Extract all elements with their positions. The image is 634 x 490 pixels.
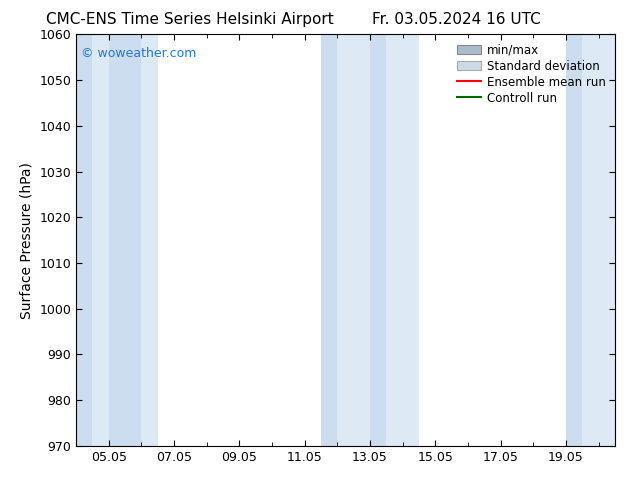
Bar [321,34,337,446]
Bar [93,34,109,446]
Legend: min/max, Standard deviation, Ensemble mean run, Controll run: min/max, Standard deviation, Ensemble me… [453,40,609,108]
Bar [370,34,386,446]
Text: Fr. 03.05.2024 16 UTC: Fr. 03.05.2024 16 UTC [372,12,541,27]
Y-axis label: Surface Pressure (hPa): Surface Pressure (hPa) [20,162,34,318]
Bar [337,34,370,446]
Bar [76,34,93,446]
Text: CMC-ENS Time Series Helsinki Airport: CMC-ENS Time Series Helsinki Airport [46,12,334,27]
Bar [582,34,615,446]
Bar [141,34,158,446]
Bar [386,34,419,446]
Text: © woweather.com: © woweather.com [81,47,197,60]
Bar [109,34,141,446]
Bar [566,34,582,446]
